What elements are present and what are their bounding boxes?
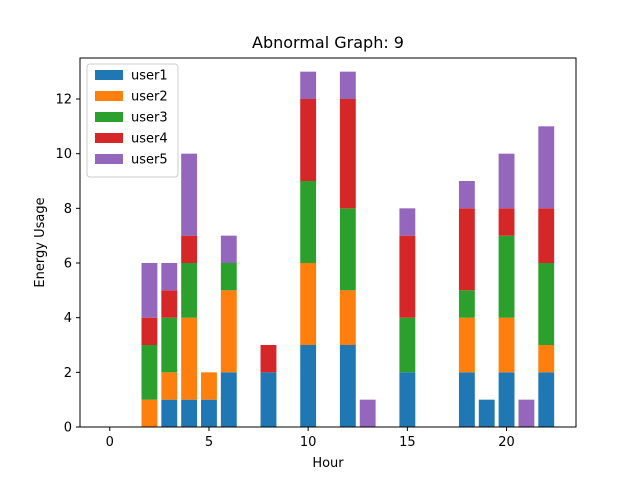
bar-user1-x8 bbox=[260, 372, 277, 427]
bar-user2-x3 bbox=[161, 372, 178, 400]
bar-user5-x4 bbox=[181, 153, 198, 236]
bar-user5-x22 bbox=[538, 126, 555, 209]
chart-title: Abnormal Graph: 9 bbox=[252, 33, 404, 52]
bar-user1-x15 bbox=[399, 372, 416, 427]
x-axis-label: Hour bbox=[312, 456, 344, 471]
y-tick-label: 0 bbox=[64, 421, 72, 436]
legend-label-user5: user5 bbox=[131, 153, 168, 168]
y-axis-label: Energy Usage bbox=[33, 197, 48, 287]
legend-label-user3: user3 bbox=[131, 111, 168, 126]
y-tick-label: 10 bbox=[55, 147, 72, 162]
bar-user4-x18 bbox=[458, 208, 475, 291]
bar-user1-x18 bbox=[458, 372, 475, 427]
bar-user3-x22 bbox=[538, 263, 555, 345]
bar-user2-x2 bbox=[141, 399, 158, 427]
bar-user3-x4 bbox=[181, 263, 198, 318]
axes-frame bbox=[79, 57, 577, 428]
bar-user5-x15 bbox=[399, 208, 416, 236]
bar-user2-x5 bbox=[201, 372, 217, 400]
legend-swatch-user5 bbox=[95, 154, 123, 164]
bar-user5-x10 bbox=[300, 71, 317, 99]
x-tick-label: 15 bbox=[399, 435, 416, 450]
bar-user1-x19 bbox=[478, 399, 495, 427]
bar-user1-x12 bbox=[339, 345, 356, 427]
bar-user1-x6 bbox=[220, 372, 237, 427]
bar-user5-x6 bbox=[220, 235, 237, 263]
legend-label-user4: user4 bbox=[131, 132, 168, 147]
y-tick-label: 12 bbox=[55, 93, 72, 108]
bar-user4-x10 bbox=[300, 99, 317, 181]
bar-user2-x6 bbox=[220, 290, 237, 373]
x-tick-label: 0 bbox=[106, 435, 114, 450]
bars-layer bbox=[141, 71, 555, 427]
legend-label-user1: user1 bbox=[131, 69, 168, 84]
bar-user1-x20 bbox=[498, 372, 515, 427]
legend-label-user2: user2 bbox=[131, 90, 168, 105]
bar-user4-x22 bbox=[538, 208, 555, 263]
bar-user3-x12 bbox=[339, 208, 356, 291]
bar-user2-x4 bbox=[181, 317, 198, 400]
legend-swatch-user4 bbox=[95, 133, 123, 143]
bar-user3-x18 bbox=[458, 290, 475, 318]
bar-user1-x10 bbox=[300, 345, 317, 427]
bar-user2-x20 bbox=[498, 317, 515, 373]
bar-user1-x3 bbox=[161, 399, 178, 427]
bar-user1-x5 bbox=[201, 399, 217, 427]
legend-swatch-user2 bbox=[95, 91, 123, 101]
bar-user5-x3 bbox=[161, 263, 178, 291]
legend-swatch-user1 bbox=[95, 70, 123, 80]
x-axis: 0 5 10 15 20 bbox=[106, 427, 515, 450]
x-tick-label: 10 bbox=[300, 435, 317, 450]
bar-user2-x10 bbox=[300, 263, 317, 345]
bar-user2-x12 bbox=[339, 290, 356, 345]
bar-user5-x2 bbox=[141, 263, 158, 318]
bar-user3-x3 bbox=[161, 317, 178, 373]
y-axis: 0 2 4 6 8 10 12 bbox=[55, 93, 80, 436]
bar-user5-x12 bbox=[339, 71, 356, 99]
bar-user3-x20 bbox=[498, 235, 515, 318]
y-tick-label: 6 bbox=[64, 257, 72, 272]
bar-user4-x3 bbox=[161, 290, 178, 318]
bar-user4-x20 bbox=[498, 208, 515, 236]
bar-user4-x4 bbox=[181, 235, 198, 263]
legend-swatch-user3 bbox=[95, 112, 123, 122]
x-tick-label: 5 bbox=[205, 435, 213, 450]
bar-user2-x22 bbox=[538, 345, 555, 373]
x-tick-label: 20 bbox=[498, 435, 515, 450]
legend: user1 user2 user3 user4 user5 bbox=[86, 63, 179, 178]
bar-user4-x2 bbox=[141, 317, 158, 345]
bar-user5-x21 bbox=[518, 399, 535, 427]
bar-user1-x22 bbox=[538, 372, 555, 427]
y-tick-label: 8 bbox=[64, 202, 72, 217]
bar-user4-x8 bbox=[260, 345, 277, 373]
bar-user3-x10 bbox=[300, 181, 317, 263]
y-tick-label: 2 bbox=[64, 366, 72, 381]
bar-user3-x15 bbox=[399, 317, 416, 373]
bar-user3-x2 bbox=[141, 345, 158, 400]
bar-user4-x15 bbox=[399, 235, 416, 318]
bar-user1-x4 bbox=[181, 399, 198, 427]
bar-user4-x12 bbox=[339, 99, 356, 209]
bar-user2-x18 bbox=[458, 317, 475, 373]
bar-user5-x13 bbox=[359, 399, 376, 427]
bar-user5-x20 bbox=[498, 153, 515, 209]
bar-user5-x18 bbox=[458, 181, 475, 209]
bar-user3-x6 bbox=[220, 263, 237, 291]
y-tick-label: 4 bbox=[64, 311, 72, 326]
